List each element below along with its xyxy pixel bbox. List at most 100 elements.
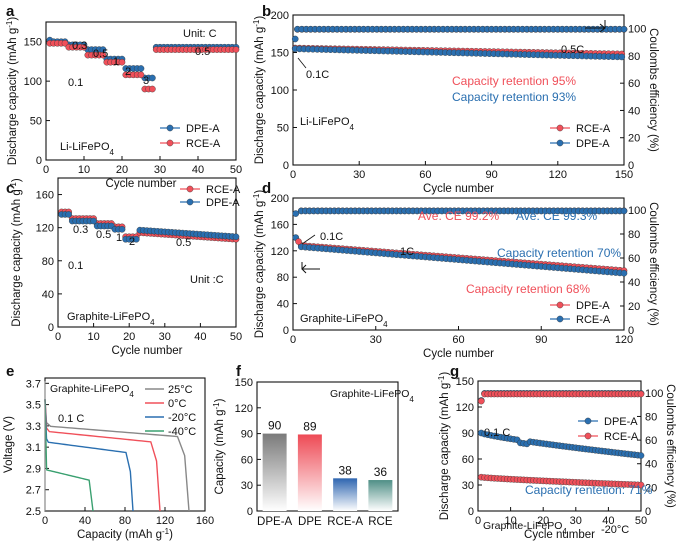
panel-d-legend-rce-marker [556,315,564,323]
panel-g-y-axis-label: Discharge capacity (mAh g-1) [437,372,452,521]
panel-e-panel-letter: e [6,363,14,380]
panel-g-y-tick-label: 0 [468,506,474,518]
panel-d-y2-axis-label: Coulombs efficiency (%) [647,202,659,326]
panel-g-panel-letter: g [450,363,459,380]
panel-d-cell-label: Graphite-LiFePO4 [300,313,388,329]
panel-e-x-tick-label: 0 [42,515,48,527]
panel-c-point-DPE-A [65,211,72,218]
panel-d-x-tick-label: 30 [370,334,382,346]
panel-b-x-tick-label: 60 [419,169,431,181]
panel-b-retention-dpe: Capacity retention 93% [452,90,576,104]
panel-c-panel-letter: c [6,180,14,197]
panel-b-axis-arrow [585,20,606,33]
panel-e-rate-label: 0.1 C [58,413,84,425]
panel-g-y-tick-label: 150 [456,376,474,388]
panel-g-x-tick-label: 50 [635,515,647,527]
panel-b-x-tick-label: 120 [549,169,567,181]
panel-b-x-axis-label: Cycle number [423,183,494,195]
panel-a-unit-note: Unit: C [183,28,217,40]
panel-d-rate-label-01c: 0.1C [320,231,343,243]
panel-b-legend-dpe-label: DPE-A [576,138,610,150]
panel-g-legend-dpe-marker [584,417,592,425]
panel-c-rate-label: 0.3 [73,224,88,236]
panel-b-x-tick-label: 0 [290,169,296,181]
panel-c-y-tick-label: 80 [42,256,54,268]
panel-c-y-tick-label: 160 [36,190,54,202]
panel-e-y-tick-label: 2.5 [26,506,41,518]
panel-a-point-RCE-A [118,58,126,66]
panel-d-ave-ce-dpe: Ave. CE 99.3% [516,209,597,223]
panel-b-y2-tick-label: 60 [628,78,640,90]
panel-b-y2-tick-label: 0 [628,160,634,172]
panel-f-panel-letter: f [236,363,242,380]
panel-d-y2-tick-label: 40 [628,277,640,289]
panel-d-capacity-RCE-A [620,269,628,277]
panel-a-x-tick-label: 10 [78,164,90,176]
panel-g-x-tick-label: 30 [570,515,582,527]
panel-g-y2-tick-label: 60 [645,435,657,447]
panel-f-bar-RCE-A [333,478,358,511]
panel-b-y-tick-label: 200 [271,10,289,22]
panel-e-y-axis-label: Voltage (V) [3,416,15,473]
panel-b-legend-rce-marker [556,124,564,132]
panel-d-x-axis-label: Cycle number [423,348,494,360]
panel-d-rate-label-1c: 1C [400,246,414,258]
panel-f-bar-DPE [297,434,322,511]
panel-b-y2-tick-label: 100 [628,24,646,36]
panel-a-rate-label: 1 [113,56,119,68]
panel-e-y-tick-label: 3.5 [26,400,41,412]
panel-b-rate-label-05c: 0.5C [561,44,584,56]
panel-c-rate-label: 0.5 [96,229,111,241]
panel-g-ce-RCE-A [477,397,485,405]
panel-a-cell-label: Li-LiFePO4 [60,141,115,157]
panel-a-x-tick-label: 50 [230,164,242,176]
panel-d-y-tick-label: 0 [283,325,289,337]
panel-a-rate-label: 2 [125,66,131,78]
panel-a-rate-label: 0.5 [93,48,108,60]
panel-a-rate-label: 0.5 [195,46,210,58]
panel-a-legend-rce-marker [166,139,174,147]
panel-g-y2-axis-label: Coulombs efficiency (%) [664,384,676,508]
panel-a-rate-label: 0.1 [68,77,83,89]
panel-a-y-tick-label: 150 [24,37,42,49]
panel-c-x-tick-label: 30 [159,331,171,343]
panel-f-value-label: 89 [303,419,317,433]
panel-b-y-tick-label: 0 [283,160,289,172]
panel-g-x-axis-label: Cycle number [524,529,595,541]
panel-c-plot-frame [57,177,237,328]
panel-d-axis-arrow [301,262,320,274]
panel-f-value-label: 90 [268,419,282,433]
panel-f-category-label: DPE [298,516,322,528]
panel-b-pointer [297,57,307,69]
panel-a-x-axis-label: Cycle number [106,178,177,190]
panel-c-point-DPE-A [118,226,126,233]
panel-f-category-label: RCE [368,516,393,528]
panel-c-x-tick-label: 0 [55,331,61,343]
panel-e-legend-label: -40°C [168,426,196,438]
panel-e-y-tick-label: 3.1 [26,442,41,454]
panel-c-x-tick-label: 50 [230,331,242,343]
panel-b-y-axis-label: Discharge capacity (mAh g-1) [252,16,267,165]
panel-c-x-tick-label: 20 [123,331,135,343]
panel-a-point-RCE-A [137,71,145,79]
panel-d-ave-ce-rce: Ave. CE 99.2% [418,209,499,223]
panel-g-retention: Capacity rentetion: 71% [525,483,653,497]
panel-a-panel-letter: a [6,3,15,20]
panel-e-x-tick-label: 160 [196,515,214,527]
panel-g-y-tick-label: 30 [462,480,474,492]
panel-b-y2-tick-label: 20 [628,133,640,145]
panel-d-y-tick-label: 160 [271,219,289,231]
panel-c-point-DPE-A [90,217,97,225]
panel-c-rate-label: 1 [116,232,122,244]
panel-e-cell-label: Graphite-LiFePO4 [50,383,134,399]
panel-b-capacity-DPE-A [618,53,626,61]
panel-b-legend-rce-label: RCE-A [576,123,611,135]
panel-b-y-tick-label: 150 [271,48,289,60]
panel-d-y2-tick-label: 100 [628,205,646,217]
panel-a-rate-label: 0.3 [72,40,87,52]
panel-f-y-axis-label: Capacity (mAh g-1) [212,398,227,494]
panel-f-y-tick-label: 150 [235,377,253,389]
panel-a-x-tick-label: 0 [43,164,49,176]
panel-f-y-tick-label: 60 [241,454,253,466]
panel-c-y-tick-label: 0 [48,322,54,334]
